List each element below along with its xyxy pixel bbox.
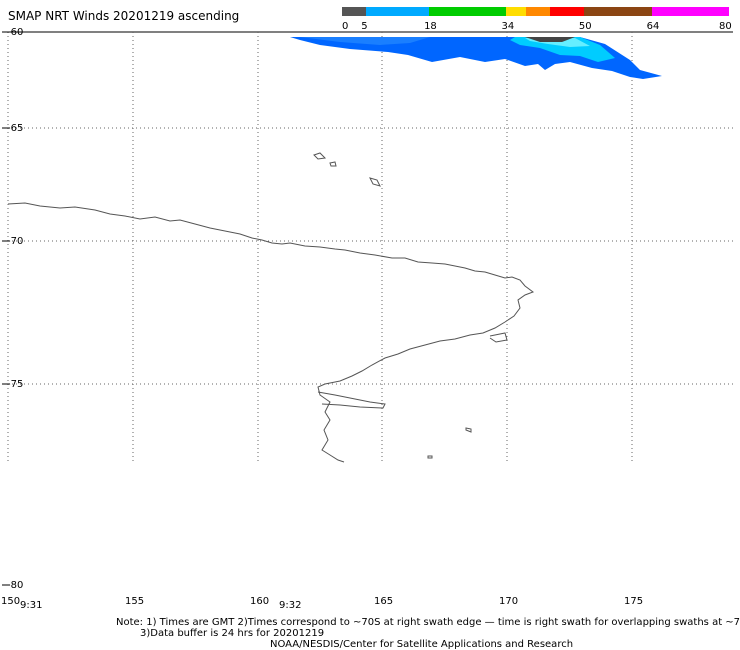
colorbar-segment (366, 7, 430, 16)
colorbar-label: 5 (361, 21, 368, 32)
note-line-3: NOAA/NESDIS/Center for Satellite Applica… (270, 639, 574, 650)
wind-speed-colorbar (342, 7, 729, 16)
coastline (7, 152, 535, 463)
lon-label-170: 170 (499, 596, 519, 607)
time-label-1: 9:31 (20, 600, 43, 611)
lon-label-175: 175 (624, 596, 644, 607)
colorbar-segment (525, 7, 550, 16)
coastline-shelf (317, 391, 386, 409)
lat-ticks (2, 31, 10, 586)
colorbar-label: 64 (646, 21, 660, 32)
wind-swath (290, 37, 662, 79)
island-5 (427, 455, 433, 459)
island-3 (369, 177, 381, 187)
coastline-main (7, 202, 535, 463)
colorbar-segment (506, 7, 526, 16)
colorbar-label: 50 (578, 21, 592, 32)
island-2 (329, 161, 337, 167)
map-title: SMAP NRT Winds 20201219 ascending (8, 9, 240, 23)
coastline-cape (489, 332, 508, 343)
lat-label-65: -65 (7, 123, 24, 134)
colorbar-segment (342, 7, 367, 16)
island-4 (465, 427, 472, 433)
time-label-2: 9:32 (279, 600, 302, 611)
colorbar-label: 18 (424, 21, 437, 32)
colorbar-label: 34 (501, 21, 515, 32)
lon-label-165: 165 (374, 596, 394, 607)
swath-cyan-area (510, 37, 615, 62)
colorbar-segment (549, 7, 584, 16)
lat-label-80: -80 (7, 580, 24, 591)
colorbar-segment (429, 7, 507, 16)
swath-gray-area (525, 37, 575, 42)
lat-label-60: -60 (7, 27, 24, 38)
note-line-1: Note: 1) Times are GMT 2)Times correspon… (116, 617, 740, 628)
colorbar-label: 80 (719, 21, 732, 32)
colorbar-segment (583, 7, 652, 16)
lon-label-160: 160 (250, 596, 270, 607)
lon-label-150: 150 (1, 596, 21, 607)
lat-label-75: -75 (7, 379, 24, 390)
island-1 (313, 152, 327, 160)
colorbar-segment (651, 7, 729, 16)
swath-edge-blue (300, 37, 430, 45)
colorbar-label: 0 (342, 21, 349, 32)
lat-label-70: -70 (7, 236, 24, 247)
note-line-2: 3)Data buffer is 24 hrs for 20201219 (140, 628, 325, 639)
lon-label-155: 155 (125, 596, 145, 607)
lat-lon-grid (7, 32, 733, 463)
